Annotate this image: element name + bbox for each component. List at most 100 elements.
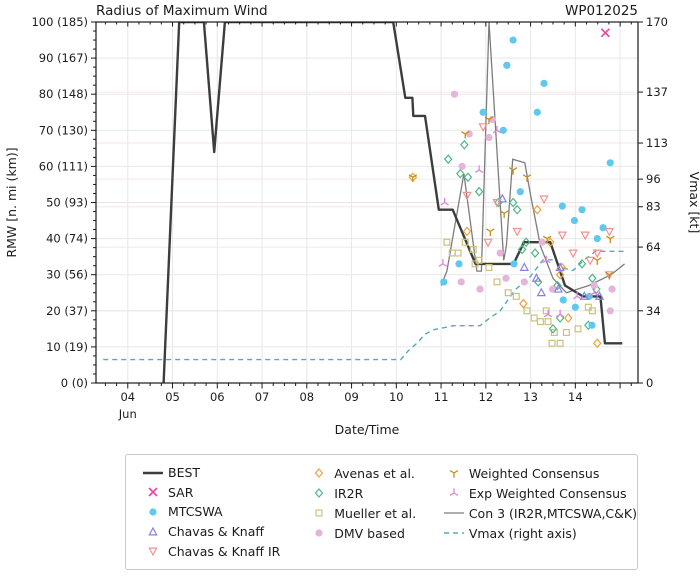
mueller-marker	[471, 260, 479, 268]
axis-ticks	[91, 21, 643, 389]
dmv-marker	[450, 90, 459, 98]
mtcswa-marker	[540, 79, 548, 87]
mueller-marker	[461, 238, 469, 246]
ck_ir-marker	[604, 227, 615, 237]
legend-column-1: BEST SAR MTCSWA Chavas & Knaff Chavas & Knaf…	[138, 463, 304, 561]
ck_ir-marker	[462, 191, 472, 201]
legend-avenas-marker	[314, 468, 324, 478]
mtcswa-marker	[479, 108, 487, 116]
ir2r-marker	[443, 154, 453, 165]
mtcswa-marker	[440, 278, 448, 286]
x-tick-label: 06	[210, 390, 225, 404]
y-left-tick-label: 90 (167)	[39, 51, 88, 65]
dmv-marker	[548, 285, 557, 293]
wc-marker	[499, 210, 509, 218]
wc-marker	[593, 257, 602, 265]
mueller-marker	[536, 318, 544, 326]
sar-marker	[600, 28, 610, 38]
x-tick-label: 11	[434, 390, 449, 404]
x-tick-label: 07	[255, 390, 270, 404]
mueller-marker	[550, 328, 558, 336]
ck_ir-marker	[483, 238, 493, 248]
mueller-marker	[548, 339, 556, 347]
legend-con3-icon	[439, 505, 469, 521]
chart-title: Radius of Maximum Wind	[96, 3, 268, 19]
ir2r-marker	[474, 186, 484, 197]
legend-dmv-marker	[315, 529, 323, 537]
legend-dmv-icon	[304, 525, 334, 541]
legend-entry-mueller: Mueller et al.	[304, 503, 439, 523]
ck_ir-marker	[492, 199, 502, 208]
avenas-marker	[563, 313, 573, 323]
ir2r-marker	[530, 248, 540, 258]
legend-dmv-glyph	[315, 529, 323, 537]
y-right-tick-label: 64	[646, 240, 661, 254]
wc-marker	[605, 271, 614, 280]
legend-label-ir2r: IR2R	[334, 485, 364, 501]
mtcswa-marker	[558, 202, 566, 210]
legend-ewc-glyph	[449, 488, 459, 496]
legend-label-vmax: Vmax (right axis)	[468, 525, 577, 541]
y-right-tick-label: 96	[646, 172, 661, 186]
dmv-marker	[606, 307, 614, 315]
legend-entry-wc: Weighted Consensus	[439, 463, 637, 483]
ir2r-marker	[555, 313, 565, 323]
legend-ewc-marker	[449, 488, 459, 496]
y-right-tick-label: 137	[646, 85, 668, 99]
series-mtcswa	[440, 36, 614, 329]
mueller-marker	[542, 307, 550, 315]
ewc-marker	[589, 288, 599, 296]
mtcswa-marker	[499, 126, 507, 134]
avenas-marker	[462, 226, 472, 237]
avenas-marker	[533, 204, 542, 215]
series-ir2r	[443, 139, 601, 334]
legend-mueller-icon	[304, 505, 334, 521]
ir2r-marker	[494, 197, 503, 208]
x-tick-label: 05	[165, 390, 180, 404]
legend-entry-con3: Con 3 (IR2R,MTCSWA,C&K)	[439, 503, 637, 523]
legend-label-mueller: Mueller et al.	[334, 505, 417, 521]
avenas-marker	[519, 298, 528, 309]
legend-box: BEST SAR MTCSWA Chavas & Knaff Chavas & Knaf…	[125, 454, 638, 570]
legend-ck-marker	[148, 526, 158, 536]
legend-ewc-icon	[439, 485, 469, 501]
dmv-marker	[496, 249, 504, 257]
ck-marker	[519, 262, 530, 271]
ir2r-marker	[512, 204, 522, 215]
legend-entry-ck_ir: Chavas & Knaff IR	[138, 541, 304, 561]
legend-label-mtcswa: MTCSWA	[168, 504, 223, 520]
legend-sar-marker	[148, 487, 158, 497]
mtcswa-marker	[516, 188, 524, 196]
legend-entry-ir2r: IR2R	[304, 483, 439, 503]
legend-wc-marker	[449, 470, 459, 478]
wc-marker	[460, 130, 470, 139]
ir2r-marker	[463, 172, 473, 183]
x-month-label: Jun	[118, 407, 137, 421]
ir2r-marker	[456, 168, 465, 179]
ck-marker	[579, 291, 589, 300]
ck-marker	[497, 193, 508, 203]
series-ck_ir	[462, 123, 615, 280]
series-mueller	[443, 238, 596, 347]
mueller-marker	[493, 278, 501, 286]
legend-mtcswa-icon	[138, 504, 168, 520]
y-right-tick-label: 0	[646, 376, 653, 390]
dmv-marker	[488, 115, 496, 124]
ck-marker	[531, 273, 542, 282]
series-ck	[497, 193, 605, 300]
mtcswa-marker	[593, 235, 601, 243]
ck-marker	[536, 287, 547, 297]
wc-marker	[484, 116, 494, 125]
dmv-marker	[485, 133, 493, 142]
y-right-axis-label: Vmax [kt]	[687, 172, 700, 234]
wc-marker	[508, 167, 518, 175]
legend-label-best: BEST	[168, 465, 201, 481]
legend-ck_ir-marker	[148, 547, 158, 557]
series-ewc	[438, 125, 599, 318]
y-left-tick-label: 30 (56)	[46, 268, 88, 282]
legend-label-ck: Chavas & Knaff	[168, 524, 264, 540]
x-tick-label: 04	[120, 390, 135, 404]
legend-wc-glyph	[449, 470, 459, 478]
ck_ir-marker	[604, 271, 615, 280]
legend-mtcswa-marker	[149, 508, 157, 516]
